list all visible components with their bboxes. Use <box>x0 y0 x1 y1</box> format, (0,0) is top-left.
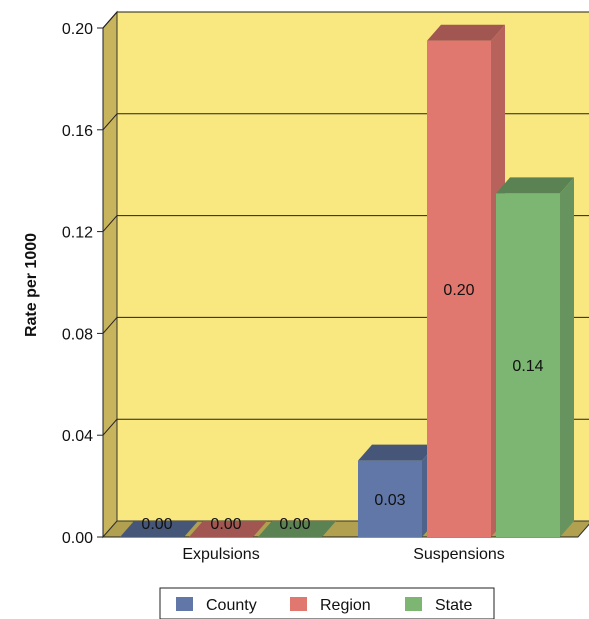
bar-state-expulsions <box>258 521 336 537</box>
bar-region-suspensions <box>427 24 505 538</box>
bar-county-expulsions <box>120 521 198 537</box>
legend-label-county: County <box>206 597 257 614</box>
bar-front-face <box>427 40 491 537</box>
bars <box>120 24 574 538</box>
data-label: 0.00 <box>279 516 310 533</box>
x-category-label: Suspensions <box>413 546 505 563</box>
legend-label-state: State <box>435 597 472 614</box>
bar-region-expulsions <box>189 521 267 537</box>
bar-front-face <box>496 193 560 538</box>
legend-swatch-state <box>405 597 422 611</box>
labels: 0.00 0.04 0.08 0.12 0.16 0.20 0.00 0.00 0.00 Expu… <box>62 21 544 563</box>
bar-top-face <box>358 444 436 461</box>
y-tick-label: 0.16 <box>62 123 93 140</box>
bar-top-face <box>427 24 505 41</box>
grid-line-side <box>102 317 118 334</box>
grid-line-side <box>102 113 118 131</box>
bar-county-suspensions <box>358 444 436 537</box>
legend-box <box>159 587 495 619</box>
bar-top-face <box>120 521 198 537</box>
y-tick-label: 0.04 <box>62 428 93 445</box>
bar-top-face <box>258 521 336 537</box>
data-label: 0.20 <box>443 282 474 299</box>
data-label: 0.03 <box>374 492 405 509</box>
y-tick-label: 0.20 <box>62 21 93 38</box>
data-label: 0.00 <box>141 516 172 533</box>
grid-line-side <box>102 11 118 29</box>
bar-side-face <box>560 177 574 538</box>
bar-state-suspensions <box>496 177 574 538</box>
legend-swatch-county <box>176 597 193 611</box>
y-axis-title: Rate per 1000 <box>23 233 40 337</box>
legend: County Region State <box>159 587 495 619</box>
data-label: 0.00 <box>210 516 241 533</box>
legend-swatch-region <box>290 597 307 611</box>
grid-line-side <box>102 418 118 436</box>
x-category-label: Expulsions <box>182 546 259 563</box>
y-tick-label: 0.08 <box>62 326 93 343</box>
y-tick-label: 0.00 <box>62 530 93 547</box>
bar-top-face <box>189 521 267 537</box>
bar-top-face <box>496 177 574 194</box>
legend-label-region: Region <box>320 597 371 614</box>
plot-side-wall <box>102 10 118 539</box>
grid-line-side <box>102 215 118 232</box>
data-label: 0.14 <box>512 358 543 375</box>
y-tick-label: 0.12 <box>62 225 93 242</box>
bar-front-face <box>358 460 422 537</box>
